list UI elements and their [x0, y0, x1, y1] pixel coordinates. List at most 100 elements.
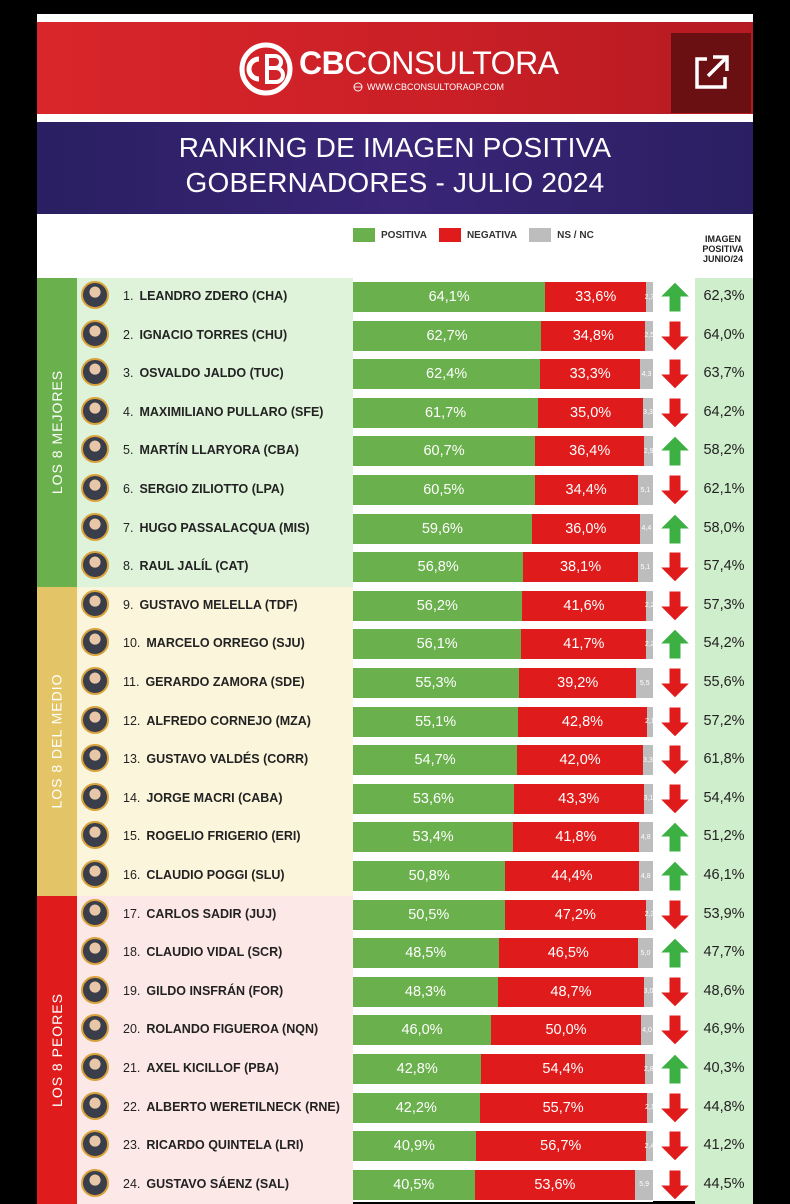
governor-name: 11. GERARDO ZAMORA (SDE) — [123, 675, 305, 689]
positive-bar: 42,2% — [353, 1090, 480, 1125]
table-row: 21. AXEL KICILLOF (PBA) 42,8% 54,4% 2,8 40,3% — [77, 1050, 753, 1088]
junio-value: 53,9% — [703, 905, 745, 922]
nsnc-bar: 4,8 — [638, 820, 653, 855]
avatar — [81, 667, 109, 695]
group-label-1: LOS 8 MEJORES — [37, 278, 77, 587]
group-background-3 — [77, 895, 353, 1204]
stacked-bar: 53,4% 41,8% 4,8 — [353, 820, 653, 855]
junio-value: 57,2% — [703, 712, 745, 729]
avatar — [81, 512, 109, 541]
positive-bar: 60,7% — [353, 434, 536, 469]
junio-value: 58,0% — [703, 519, 745, 536]
positive-bar: 59,6% — [353, 511, 532, 546]
avatar — [81, 589, 109, 618]
arrow-down-icon — [659, 1092, 691, 1124]
table-row: 1. LEANDRO ZDERO (CHA) 64,1% 33,6% 2,3 62,3% — [77, 278, 753, 316]
junio-value: 40,3% — [703, 1060, 745, 1076]
arrow-down-icon — [659, 551, 691, 583]
stacked-bar: 61,7% 35,0% 3,3 — [353, 395, 653, 430]
arrow-up-icon — [659, 821, 691, 853]
arrow-down-icon — [659, 1130, 691, 1162]
nsnc-bar: 4,3 — [640, 357, 653, 392]
nsnc-bar: 3,3 — [643, 743, 653, 778]
negative-bar: 41,6% — [521, 588, 647, 623]
stacked-bar: 60,7% 36,4% 2,9 — [353, 434, 654, 469]
avatar — [81, 860, 109, 888]
negative-bar: 36,0% — [531, 511, 640, 546]
nsnc-bar: 5,5 — [636, 666, 653, 700]
negative-bar: 42,0% — [517, 743, 644, 778]
arrow-up-icon — [659, 628, 691, 660]
stacked-bar: 50,8% 44,4% 4,8 — [353, 859, 653, 893]
nsnc-bar: 4,0 — [641, 1013, 653, 1048]
group-background-1 — [77, 278, 353, 587]
table-row: 9. GUSTAVO MELELLA (TDF) 56,2% 41,6% 2,2 57,3… — [77, 587, 753, 625]
junio-value: 48,6% — [703, 982, 745, 999]
stacked-bar: 54,7% 42,0% 3,3 — [353, 743, 653, 778]
table-row: 17. CARLOS SADIR (JUJ) 50,5% 47,2% 2,3 53,9% — [77, 896, 753, 934]
arrow-down-icon — [659, 706, 691, 738]
junio-value: 57,3% — [703, 596, 745, 613]
negative-bar: 56,7% — [475, 1129, 646, 1164]
junio-column-header: IMAGEN POSITIVA JUNIO/24 — [702, 234, 744, 264]
junio-value: 64,0% — [703, 326, 745, 343]
arrow-up-icon — [659, 860, 691, 892]
governor-name: 10. MARCELO ORREGO (SJU) — [123, 636, 305, 651]
table-row: 8. RAUL JALÍL (CAT) 56,8% 38,1% 5,1 57,4% — [77, 548, 753, 586]
nsnc-bar: 2,4 — [645, 1129, 654, 1164]
stacked-bar: 48,3% 48,7% 3,0 — [353, 974, 653, 1009]
avatar — [81, 1053, 109, 1081]
nsnc-bar: 4,8 — [638, 859, 653, 893]
negative-bar: 36,4% — [535, 434, 645, 469]
table-row: 18. CLAUDIO VIDAL (SCR) 48,5% 46,5% 5,0 47,7% — [77, 934, 753, 972]
brand-name: CBCONSULTORA — [299, 45, 559, 81]
positive-bar: 40,5% — [353, 1167, 475, 1202]
positive-bar: 60,5% — [353, 473, 535, 507]
nsnc-bar: 3,3 — [643, 395, 653, 430]
legend: POSITIVA NEGATIVA NS / NC — [353, 228, 606, 242]
governor-name: 15. ROGELIO FRIGERIO (ERI) — [123, 829, 301, 844]
legend-positive: POSITIVA — [353, 228, 427, 242]
open-external-icon — [695, 55, 729, 89]
stacked-bar: 60,5% 34,4% 5,1 — [353, 473, 653, 507]
stacked-bar: 62,4% 33,3% 4,3 — [353, 357, 653, 392]
title-line-2: GOBERNADORES - JULIO 2024 — [185, 167, 605, 198]
junio-value: 58,2% — [703, 442, 745, 459]
stacked-bar: 56,1% 41,7% 2,2 — [353, 627, 655, 662]
junio-value: 62,1% — [703, 481, 745, 497]
positive-bar: 50,8% — [353, 859, 506, 893]
avatar — [81, 319, 109, 348]
arrow-up-icon — [659, 512, 691, 545]
avatar — [81, 898, 109, 927]
governor-name: 6. SERGIO ZILIOTTO (LPA) — [123, 482, 285, 496]
governor-name: 9. GUSTAVO MELELLA (TDF) — [123, 597, 298, 612]
table-row: 12. ALFREDO CORNEJO (MZA) 55,1% 42,8% 2,1 57,… — [77, 703, 753, 741]
positive-bar: 62,7% — [353, 318, 542, 353]
governor-name: 19. GILDO INSFRÁN (FOR) — [123, 983, 284, 998]
table-row: 5. MARTÍN LLARYORA (CBA) 60,7% 36,4% 2,9 58,2… — [77, 432, 753, 470]
negative-bar: 41,8% — [513, 820, 639, 855]
junio-value: 44,8% — [703, 1098, 745, 1115]
table-row: 16. CLAUDIO POGGI (SLU) 50,8% 44,4% 4,8 46,1% — [77, 857, 753, 895]
governor-name: 3. OSVALDO JALDO (TUC) — [123, 366, 284, 381]
positive-bar: 56,1% — [353, 627, 522, 662]
junio-value: 46,9% — [703, 1021, 745, 1038]
positive-bar: 40,9% — [353, 1129, 476, 1164]
nsnc-bar: 2,9 — [644, 434, 654, 469]
positive-bar: 61,7% — [353, 395, 539, 430]
open-external-button[interactable] — [671, 33, 751, 113]
avatar — [81, 435, 109, 464]
arrow-down-icon — [659, 474, 691, 506]
avatar — [81, 705, 109, 734]
avatar — [81, 744, 109, 773]
junio-value: 57,4% — [703, 558, 745, 575]
arrow-down-icon — [659, 1014, 691, 1047]
negative-bar: 50,0% — [491, 1013, 641, 1048]
table-row: 7. HUGO PASSALACQUA (MIS) 59,6% 36,0% 4,4 58,… — [77, 510, 753, 548]
positive-bar: 54,7% — [353, 743, 518, 778]
governor-name: 21. AXEL KICILLOF (PBA) — [123, 1061, 279, 1075]
governor-name: 24. GUSTAVO SÁENZ (SAL) — [123, 1176, 289, 1191]
junio-value: 46,1% — [703, 867, 745, 883]
arrow-down-icon — [659, 358, 691, 390]
positive-bar: 48,5% — [353, 936, 499, 971]
